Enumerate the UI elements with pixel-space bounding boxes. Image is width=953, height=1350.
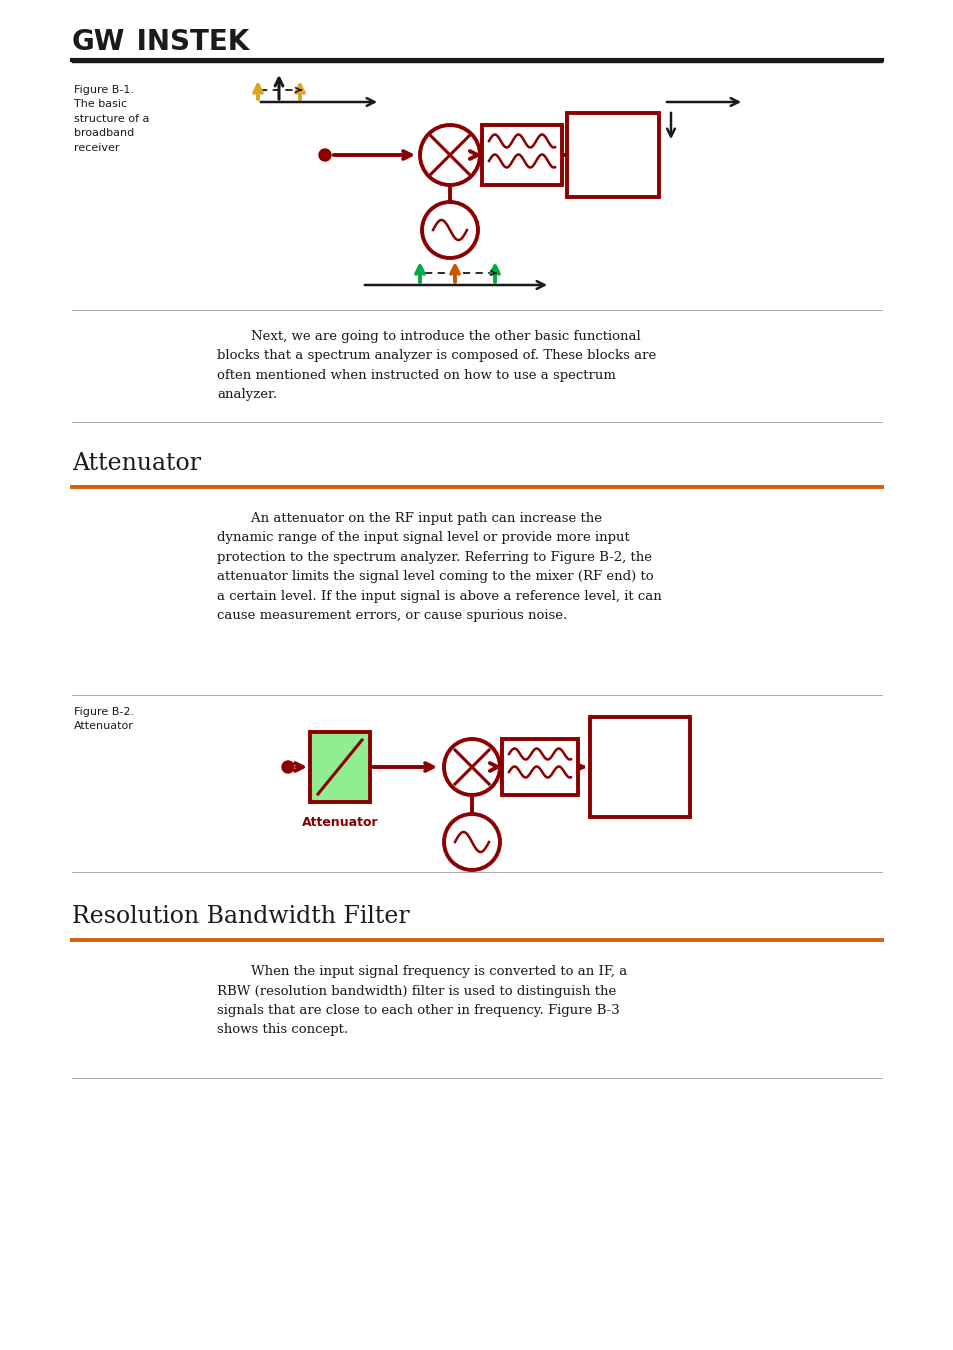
Text: INSTEK: INSTEK (127, 28, 249, 55)
Text: Next, we are going to introduce the other basic functional
blocks that a spectru: Next, we are going to introduce the othe… (216, 329, 656, 401)
Text: Attenuator: Attenuator (71, 452, 201, 475)
Text: Figure B-1.
The basic
structure of a
broadband
receiver: Figure B-1. The basic structure of a bro… (74, 85, 150, 153)
Bar (481, 126, 561, 185)
Bar (310, 732, 370, 802)
Bar (501, 738, 578, 795)
Text: When the input signal frequency is converted to an IF, a
RBW (resolution bandwid: When the input signal frequency is conve… (216, 965, 626, 1037)
Text: GW: GW (71, 28, 125, 55)
Text: Resolution Bandwidth Filter: Resolution Bandwidth Filter (71, 904, 410, 927)
Bar (589, 717, 689, 817)
Text: Figure B-2.
Attenuator: Figure B-2. Attenuator (74, 707, 134, 732)
Bar (566, 113, 659, 197)
Circle shape (318, 148, 331, 161)
Text: Attenuator: Attenuator (301, 815, 378, 829)
Text: An attenuator on the RF input path can increase the
dynamic range of the input s: An attenuator on the RF input path can i… (216, 512, 661, 622)
Circle shape (282, 761, 294, 774)
